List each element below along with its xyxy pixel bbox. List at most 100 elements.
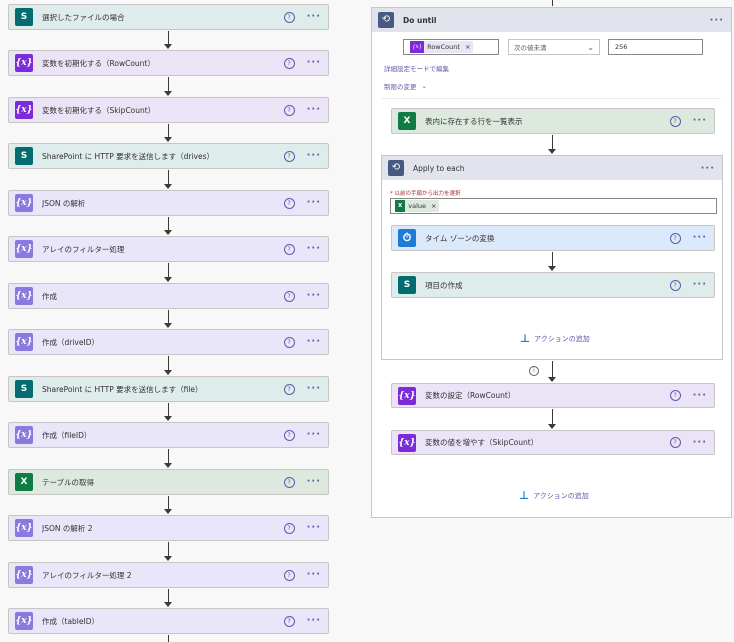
more-options-icon[interactable]: ··· xyxy=(306,290,321,301)
more-options-icon[interactable]: ··· xyxy=(306,57,321,68)
more-options-icon[interactable]: ··· xyxy=(692,232,707,243)
help-icon[interactable]: ? xyxy=(283,11,295,23)
action-card-list-rows[interactable]: X 表内に存在する行を一覧表示 ? ··· xyxy=(391,108,715,134)
sharepoint-icon: S xyxy=(15,380,33,398)
sharepoint-icon: S xyxy=(398,276,416,294)
more-options-icon[interactable]: ··· xyxy=(692,115,707,126)
action-title: JSON の解析 2 xyxy=(42,523,93,533)
do-until-header[interactable]: ⟲ Do until ··· xyxy=(372,8,731,32)
action-title: 作成（tableID） xyxy=(42,616,99,626)
help-icon[interactable]: ? xyxy=(669,279,681,291)
action-card-compose-tableid[interactable]: {x} 作成（tableID） ? ··· xyxy=(8,608,329,634)
action-card-init-rowcount[interactable]: {x} 変数を初期化する（RowCount） ? ··· xyxy=(8,50,329,76)
action-title: 作成（driveID） xyxy=(42,337,99,347)
action-card-parse-json[interactable]: {x} JSON の解析 ? ··· xyxy=(8,190,329,216)
action-card-convert-time-zone[interactable]: ⏱ タイム ゾーンの変換 ? ··· xyxy=(391,225,715,251)
add-action-button[interactable]: ⊥ アクションの追加 xyxy=(520,332,590,345)
connector-arrow xyxy=(164,263,172,282)
help-icon[interactable]: ? xyxy=(669,115,681,127)
more-options-icon[interactable]: ··· xyxy=(306,11,321,22)
apply-to-each-header[interactable]: ⟲ Apply to each ··· xyxy=(382,156,722,180)
timezone-icon: ⏱ xyxy=(398,229,416,247)
action-title: 変数を初期化する（RowCount） xyxy=(42,58,155,68)
help-icon[interactable]: ? xyxy=(283,243,295,255)
change-limits-label: 制限の変更 xyxy=(384,83,417,91)
action-card-compose-driveid[interactable]: {x} 作成（driveID） ? ··· xyxy=(8,329,329,355)
more-options-icon[interactable]: ··· xyxy=(692,389,707,401)
advanced-mode-link[interactable]: 詳細設定モードで編集 xyxy=(384,65,449,73)
more-options-icon[interactable]: ··· xyxy=(709,14,724,26)
rowcount-token[interactable]: {x} RowCount × xyxy=(410,41,474,53)
help-icon[interactable]: ? xyxy=(283,476,295,488)
more-options-icon[interactable]: ··· xyxy=(700,162,715,174)
data-operation-icon: {x} xyxy=(15,519,33,537)
connector-arrow xyxy=(164,403,172,421)
more-options-icon[interactable]: ··· xyxy=(306,615,321,626)
action-card-compose-fileid[interactable]: {x} 作成（fileID） ? ··· xyxy=(8,422,329,448)
remove-token-icon[interactable]: × xyxy=(464,43,471,51)
action-card-parse-json-2[interactable]: {x} JSON の解析 2 ? ··· xyxy=(8,515,329,541)
more-options-icon[interactable]: ··· xyxy=(692,279,707,290)
action-card-set-rowcount[interactable]: {x} 変数の設定（RowCount） ? ··· xyxy=(391,383,715,408)
help-icon[interactable]: ? xyxy=(283,569,295,581)
condition-token-field[interactable]: {x} RowCount × xyxy=(403,39,499,55)
help-icon[interactable]: ? xyxy=(669,390,681,401)
change-limits-link[interactable]: 制限の変更 ⌄ xyxy=(384,81,427,91)
data-operation-icon: {x} xyxy=(15,566,33,584)
more-options-icon[interactable]: ··· xyxy=(306,336,321,347)
data-operation-icon: {x} xyxy=(15,333,33,351)
action-title: 表内に存在する行を一覧表示 xyxy=(425,116,523,126)
help-icon[interactable]: ? xyxy=(669,232,681,244)
data-operation-icon: {x} xyxy=(15,240,33,258)
more-options-icon[interactable]: ··· xyxy=(306,522,321,533)
more-options-icon[interactable]: ··· xyxy=(306,383,321,394)
operator-select[interactable]: 次の値未満 ⌄ xyxy=(508,39,600,55)
action-title: テーブルの取得 xyxy=(42,477,95,487)
help-icon[interactable]: ? xyxy=(283,57,295,69)
action-card-init-skipcount[interactable]: {x} 変数を初期化する（SkipCount） ? ··· xyxy=(8,97,329,123)
condition-value-field[interactable]: 256 xyxy=(608,39,703,55)
help-icon[interactable]: ? xyxy=(283,336,295,348)
variable-icon: {x} xyxy=(15,101,33,119)
more-options-icon[interactable]: ··· xyxy=(306,243,321,254)
action-card-http-drives[interactable]: S SharePoint に HTTP 要求を送信します（drives） ? ·… xyxy=(8,143,329,169)
help-icon[interactable]: ? xyxy=(283,429,295,441)
action-card-selected-file[interactable]: S 選択したファイルの場合 ? ··· xyxy=(8,4,329,30)
help-icon[interactable]: ? xyxy=(283,197,295,209)
action-title: タイム ゾーンの変換 xyxy=(425,233,495,243)
add-action-icon: ⊥ xyxy=(520,332,531,345)
help-icon[interactable]: ? xyxy=(283,383,295,395)
output-token-field[interactable]: X value × xyxy=(390,198,717,214)
sharepoint-icon: S xyxy=(15,147,33,165)
action-card-compose[interactable]: {x} 作成 ? ··· xyxy=(8,283,329,309)
add-action-button[interactable]: ⊥ アクションの追加 xyxy=(519,489,589,502)
action-card-filter-array-2[interactable]: {x} アレイのフィルター処理 2 ? ··· xyxy=(8,562,329,588)
action-card-get-tables[interactable]: X テーブルの取得 ? ··· xyxy=(8,469,329,495)
info-icon[interactable]: i xyxy=(529,366,539,376)
variable-icon: {x} xyxy=(398,386,416,405)
action-card-filter-array[interactable]: {x} アレイのフィルター処理 ? ··· xyxy=(8,236,329,262)
more-options-icon[interactable]: ··· xyxy=(306,569,321,580)
more-options-icon[interactable]: ··· xyxy=(306,104,321,115)
remove-token-icon[interactable]: × xyxy=(431,202,437,210)
action-card-create-item[interactable]: S 項目の作成 ? ··· xyxy=(391,272,715,298)
variable-icon: {x} xyxy=(410,41,425,53)
action-title: アレイのフィルター処理 2 xyxy=(42,570,132,580)
help-icon[interactable]: ? xyxy=(283,150,295,162)
help-icon[interactable]: ? xyxy=(283,522,295,534)
more-options-icon[interactable]: ··· xyxy=(306,150,321,161)
more-options-icon[interactable]: ··· xyxy=(306,429,321,440)
variable-icon: {x} xyxy=(15,54,33,72)
action-card-http-file[interactable]: S SharePoint に HTTP 要求を送信します（file） ? ··· xyxy=(8,376,329,402)
value-text: 256 xyxy=(615,43,628,51)
more-options-icon[interactable]: ··· xyxy=(306,476,321,487)
more-options-icon[interactable]: ··· xyxy=(692,436,707,448)
action-card-increment-skipcount[interactable]: {x} 変数の値を増やす（SkipCount） ? ··· xyxy=(391,430,715,455)
help-icon[interactable]: ? xyxy=(283,290,295,302)
help-icon[interactable]: ? xyxy=(669,437,681,448)
more-options-icon[interactable]: ··· xyxy=(306,197,321,208)
help-icon[interactable]: ? xyxy=(283,104,295,116)
action-title: アレイのフィルター処理 xyxy=(42,244,125,254)
help-icon[interactable]: ? xyxy=(283,615,295,627)
value-token[interactable]: X value × xyxy=(395,200,440,212)
